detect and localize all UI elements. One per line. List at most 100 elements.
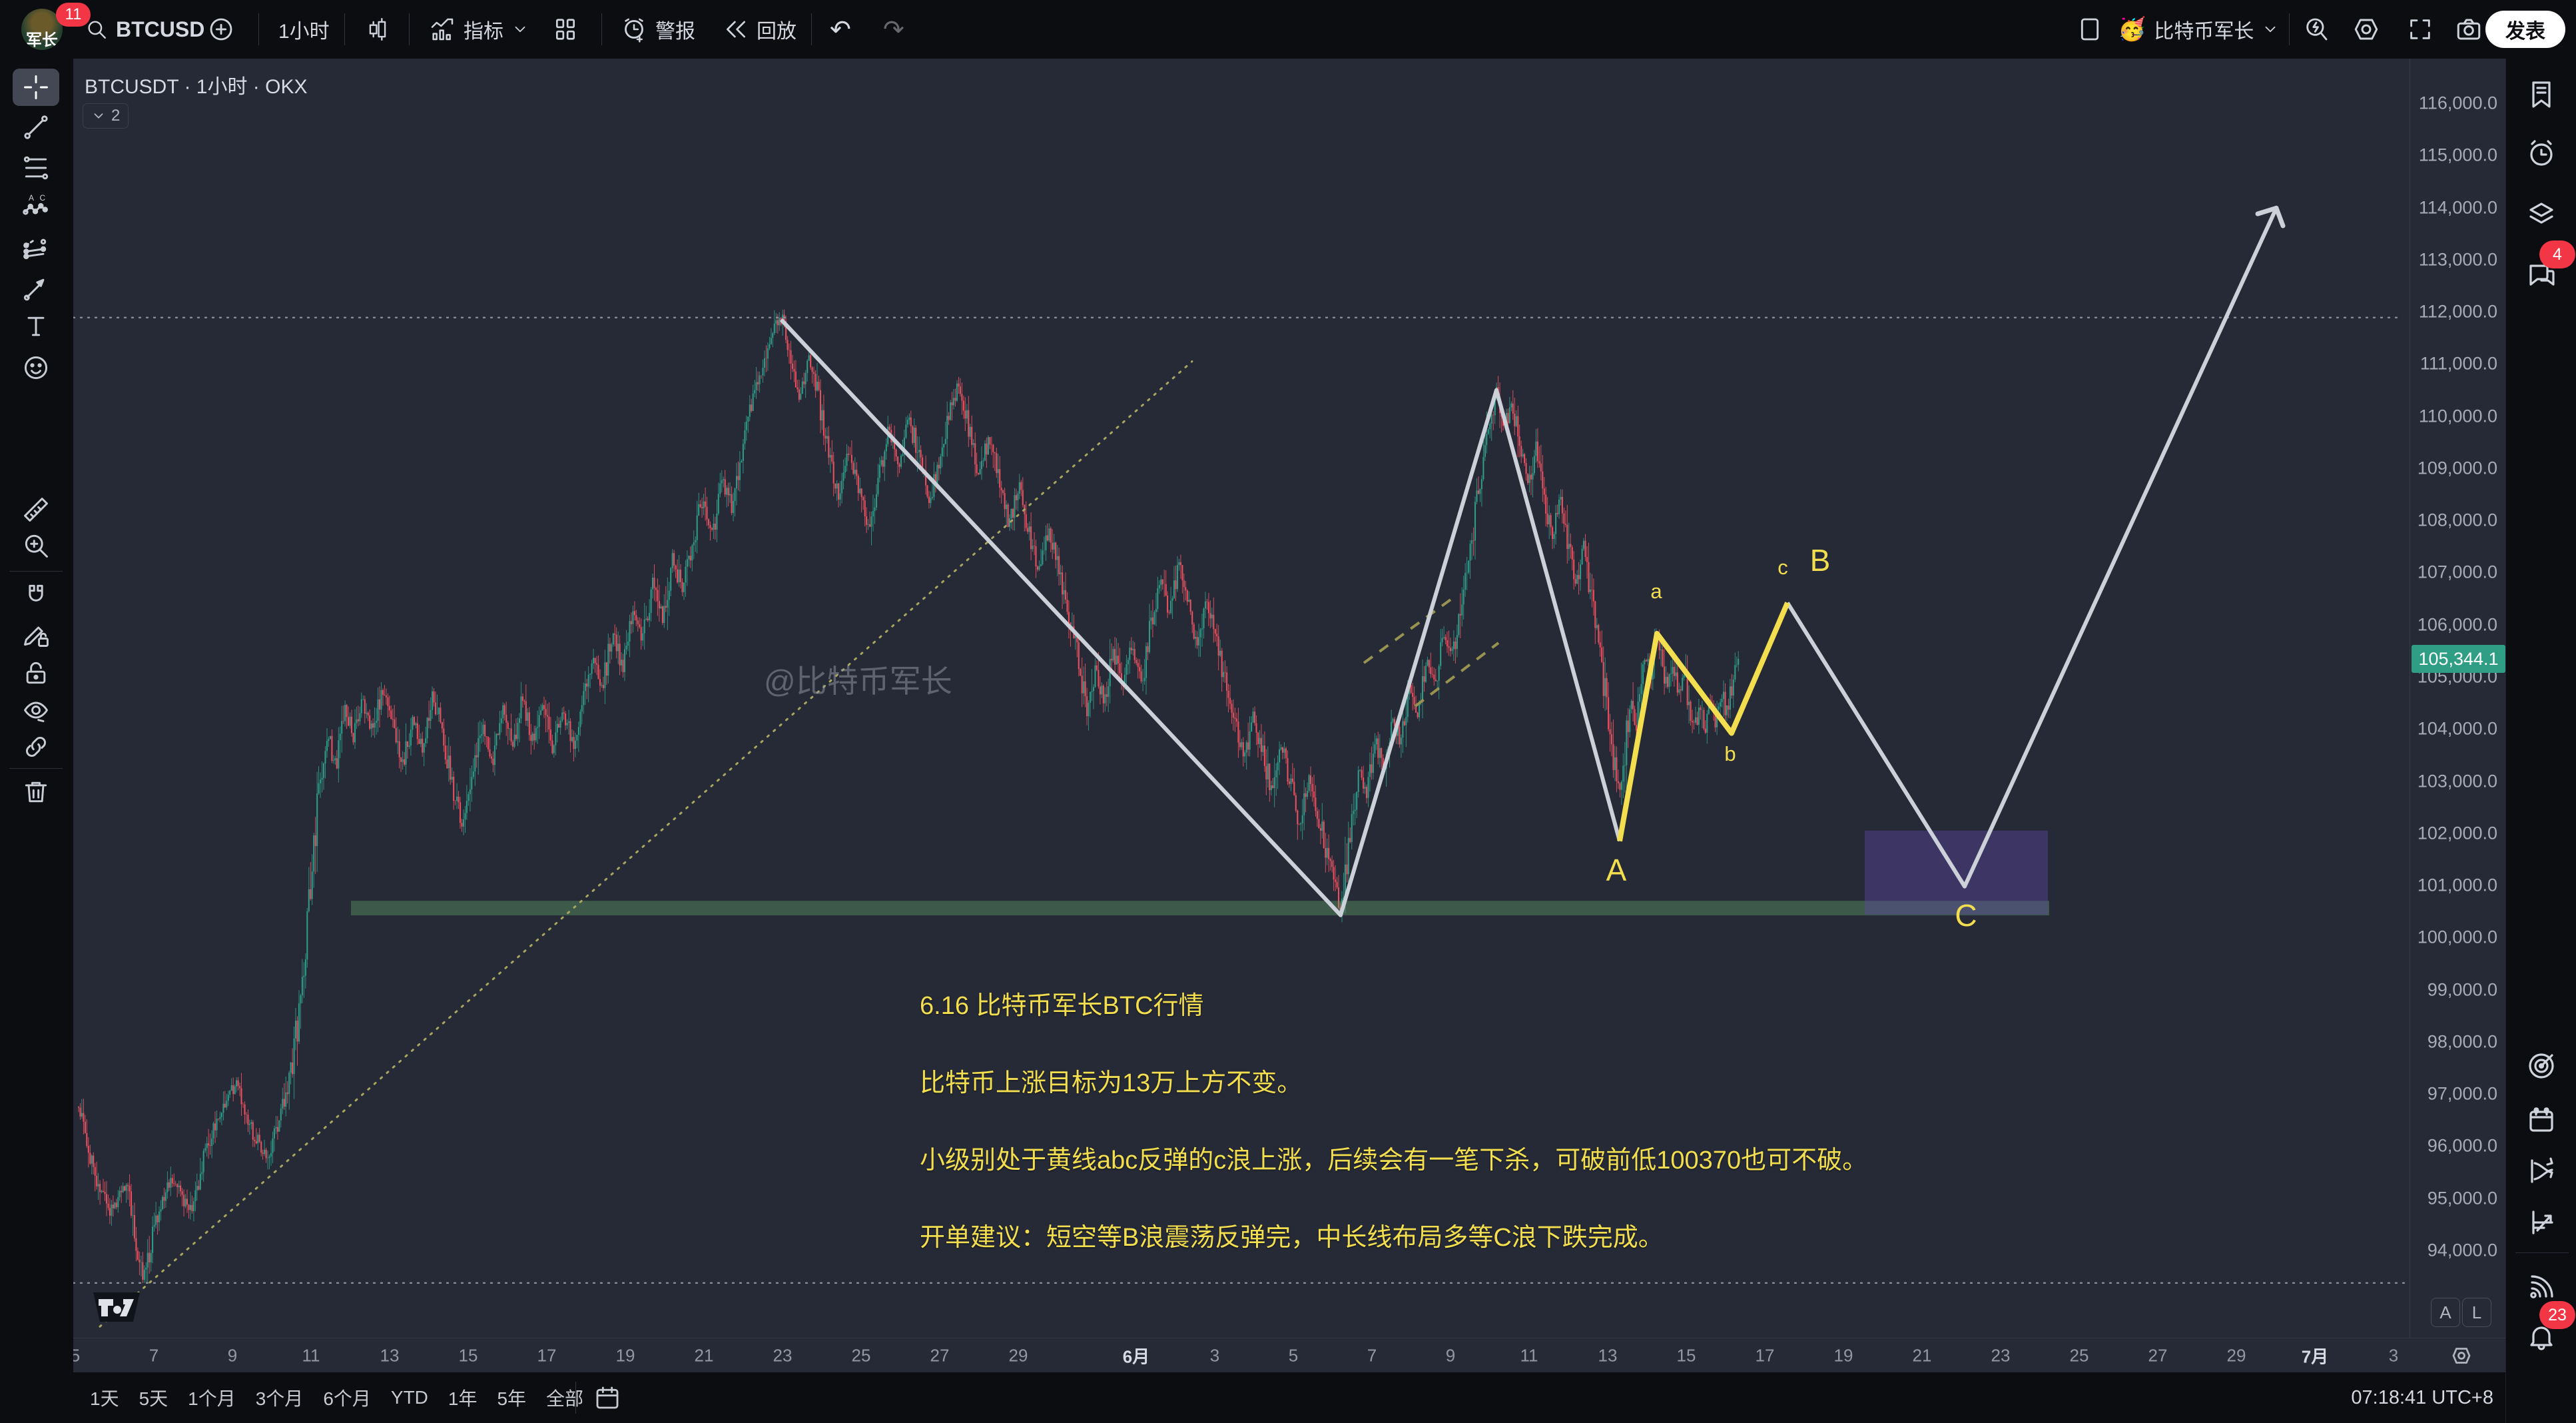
emoji-tool[interactable] [13, 349, 59, 386]
publish-button[interactable]: 发表 [2485, 11, 2565, 48]
toolbar-divider [9, 571, 63, 572]
dashed-channel-line [1414, 642, 1500, 708]
auto-scale-toggle[interactable]: A [2431, 1298, 2460, 1327]
undo-icon: ↶ [830, 15, 851, 44]
analysis-note-line: 比特币上涨目标为13万上方不变。 [920, 1069, 1303, 1097]
watchlist-button[interactable] [2518, 73, 2565, 116]
alerts-clock-button[interactable] [2518, 132, 2565, 175]
fullscreen-button[interactable] [2407, 0, 2433, 59]
calendar-button[interactable] [2518, 1099, 2565, 1141]
wave-label-A: A [1606, 853, 1627, 887]
price-tick: 114,000.0 [2418, 197, 2497, 218]
text-icon [27, 316, 45, 336]
time-tick: 21 [1912, 1345, 1932, 1366]
time-tick: 11 [302, 1345, 320, 1366]
layout-select-button[interactable] [2077, 0, 2103, 59]
link-drawings-tool[interactable] [13, 728, 59, 765]
ruler-icon [24, 498, 48, 522]
draw-lock-tool[interactable] [13, 616, 59, 654]
hide-all-tool[interactable] [13, 692, 59, 729]
time-tick: 17 [537, 1345, 557, 1366]
layout-grid-button[interactable] [553, 0, 578, 59]
analysis-note-line: 小级别处于黄线abc反弹的c浪上涨，后续会有一笔下杀，可破前低100370也可不… [920, 1147, 1868, 1175]
candlestick-chart-icon [365, 17, 390, 42]
toolbar-divider [2515, 1252, 2569, 1253]
quick-search-button[interactable] [2303, 0, 2330, 59]
range-button-1年[interactable]: 1年 [448, 1388, 478, 1409]
tradingview-logo[interactable] [91, 1291, 143, 1323]
clock-utc[interactable]: 07:18:41 UTC+8 [2351, 1386, 2493, 1408]
symbol-search-button[interactable]: BTCUSD [85, 0, 204, 59]
time-axis[interactable]: 5 7 9 11 13 15 17 19 21 23 25 27 29 6月 3 5 7 9 11 13 15 17 19 2… [71, 1338, 2506, 1373]
lock-all-tool[interactable] [13, 654, 59, 692]
magnet-tool[interactable] [13, 577, 59, 614]
watchlist-icon [2532, 81, 2551, 108]
arrow-head [2255, 205, 2279, 217]
range-button-YTD[interactable]: YTD [390, 1387, 428, 1408]
chart-scale-button[interactable] [2518, 1201, 2565, 1244]
fullscreen-icon [2407, 16, 2433, 43]
user-avatar[interactable]: 军长 [21, 9, 63, 50]
interval-button[interactable]: 1小时 [278, 0, 330, 59]
crosshair-tool[interactable] [13, 69, 59, 106]
layout-name-menu[interactable]: 🥳 比特币军长 [2118, 0, 2279, 59]
analysis-note-line: 开单建议：短空等B浪震荡反弹完，中长线布局多等C浪下跌完成。 [920, 1224, 1664, 1252]
alert-button[interactable]: 警报 [621, 0, 695, 59]
object-tree-layers-button[interactable] [2518, 193, 2565, 236]
wave-label-b: b [1724, 742, 1736, 765]
fib-retracement-tool[interactable] [13, 149, 59, 187]
range-button-5年[interactable]: 5年 [497, 1388, 527, 1409]
time-tick: 29 [1008, 1345, 1028, 1366]
object-tree-chip[interactable]: 2 [83, 103, 129, 129]
link-drawings-icon [25, 736, 47, 757]
strategy-arrows-button[interactable] [2518, 1150, 2565, 1192]
compare-add-button[interactable] [208, 0, 234, 59]
remove-drawings-tool[interactable] [13, 773, 59, 810]
price-tick: 111,000.0 [2419, 353, 2497, 374]
support-zone [351, 901, 2049, 916]
axis-gear-icon[interactable] [2449, 1344, 2473, 1371]
svg-text:C: C [40, 193, 46, 203]
zoom-in-tool[interactable] [13, 527, 59, 564]
remove-drawings-icon [25, 781, 47, 803]
undo-button[interactable]: ↶ [830, 0, 851, 59]
trend-line-tool[interactable] [13, 109, 59, 146]
chart-type-button[interactable] [365, 0, 390, 59]
broadcast-signal-button[interactable] [2518, 1266, 2565, 1308]
toolbar-divider [811, 13, 812, 45]
price-tick: 102,000.0 [2417, 823, 2497, 843]
screener-radar-button[interactable] [2518, 1045, 2565, 1087]
indicators-button[interactable]: 指标 [429, 0, 529, 59]
projection-tool[interactable] [13, 229, 59, 266]
snapshot-button[interactable] [2455, 0, 2483, 59]
ruler-tool[interactable] [13, 491, 59, 528]
range-button-1个月[interactable]: 1个月 [188, 1388, 236, 1409]
replay-button[interactable]: 回放 [723, 0, 797, 59]
time-tick: 7月 [2301, 1346, 2329, 1367]
time-tick: 9 [227, 1345, 238, 1366]
white-wave-1 [779, 318, 1622, 917]
settings-button[interactable] [2352, 0, 2380, 59]
fib-retracement-icon [23, 156, 49, 180]
redo-button[interactable]: ↷ [883, 0, 904, 59]
arrow-marker-tool[interactable] [13, 270, 59, 307]
log-scale-toggle[interactable]: L [2462, 1298, 2491, 1327]
range-button-6个月[interactable]: 6个月 [323, 1388, 371, 1409]
price-axis[interactable]: 116,000.0 115,000.0 114,000.0 113,000.0 112,… [2410, 59, 2507, 1338]
range-button-全部[interactable]: 全部 [546, 1388, 584, 1409]
notifications-bell-button[interactable] [2518, 1314, 2565, 1357]
go-to-date-calendar-icon[interactable] [594, 1384, 621, 1411]
object-tree-count: 2 [111, 107, 121, 125]
alert-label: 警报 [655, 21, 695, 43]
range-button-5天[interactable]: 5天 [139, 1388, 168, 1409]
object-tree-layers-icon [2529, 203, 2553, 224]
chart-legend[interactable]: BTCUSDT · 1小时 · OKX [85, 76, 308, 98]
text-tool[interactable] [13, 308, 59, 345]
range-button-3个月[interactable]: 3个月 [255, 1388, 304, 1409]
time-tick: 9 [1445, 1345, 1456, 1366]
range-button-1天[interactable]: 1天 [90, 1388, 119, 1409]
chart-scale-icon [2532, 1210, 2553, 1234]
